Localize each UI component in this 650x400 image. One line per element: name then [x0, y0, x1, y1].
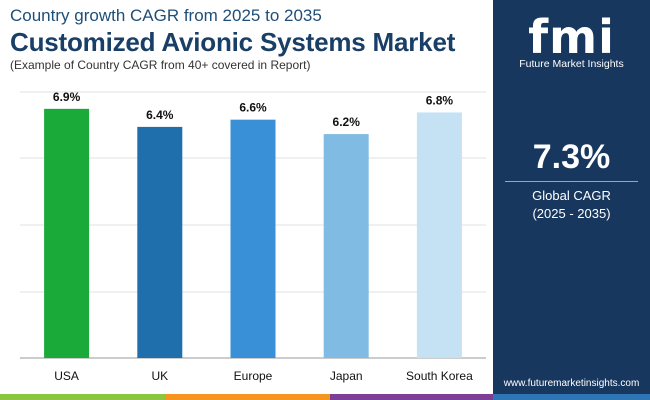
- footer-segment: [330, 394, 493, 400]
- brand-name: Future Market Insights: [519, 58, 624, 70]
- title-top: Country growth CAGR from 2025 to 2035: [10, 6, 322, 25]
- x-tick-label: UK: [151, 369, 168, 383]
- bar-usa: [44, 108, 90, 358]
- data-label: 6.9%: [53, 90, 81, 104]
- x-tick-label: Europe: [234, 369, 273, 383]
- bar-chart: 6.9% USA 6.4% UK 6.6% Europe 6.2% Japan 6.8% Sout…: [20, 90, 486, 383]
- data-label: 6.2%: [333, 115, 361, 129]
- bar-south-korea: [416, 112, 462, 358]
- global-cagr-period: (2025 - 2035): [532, 206, 611, 221]
- summary-panel: fmi Future Market Insights 7.3% Global C…: [493, 0, 650, 400]
- global-cagr-label: Global CAGR: [532, 188, 611, 203]
- data-label: 6.8%: [426, 93, 454, 107]
- panel-divider: [505, 181, 638, 182]
- bar-japan: [323, 134, 369, 358]
- data-label: 6.6%: [239, 101, 267, 115]
- data-label: 6.4%: [146, 108, 174, 122]
- fmi-logo: fmi: [528, 10, 615, 64]
- page-title: Customized Avionic Systems Market: [10, 27, 456, 57]
- x-tick-label: Japan: [330, 369, 363, 383]
- footer-segment: [493, 394, 650, 400]
- bar-europe: [230, 119, 276, 359]
- website-link[interactable]: www.futuremarketinsights.com: [503, 378, 640, 389]
- footer-segment: [165, 394, 330, 400]
- x-tick-label: USA: [54, 369, 79, 383]
- global-cagr-value: 7.3%: [532, 138, 611, 176]
- bar-uk: [137, 126, 183, 358]
- x-tick-label: South Korea: [406, 369, 473, 383]
- footer-segment: [0, 394, 165, 400]
- subtitle: (Example of Country CAGR from 40+ covere…: [10, 58, 311, 72]
